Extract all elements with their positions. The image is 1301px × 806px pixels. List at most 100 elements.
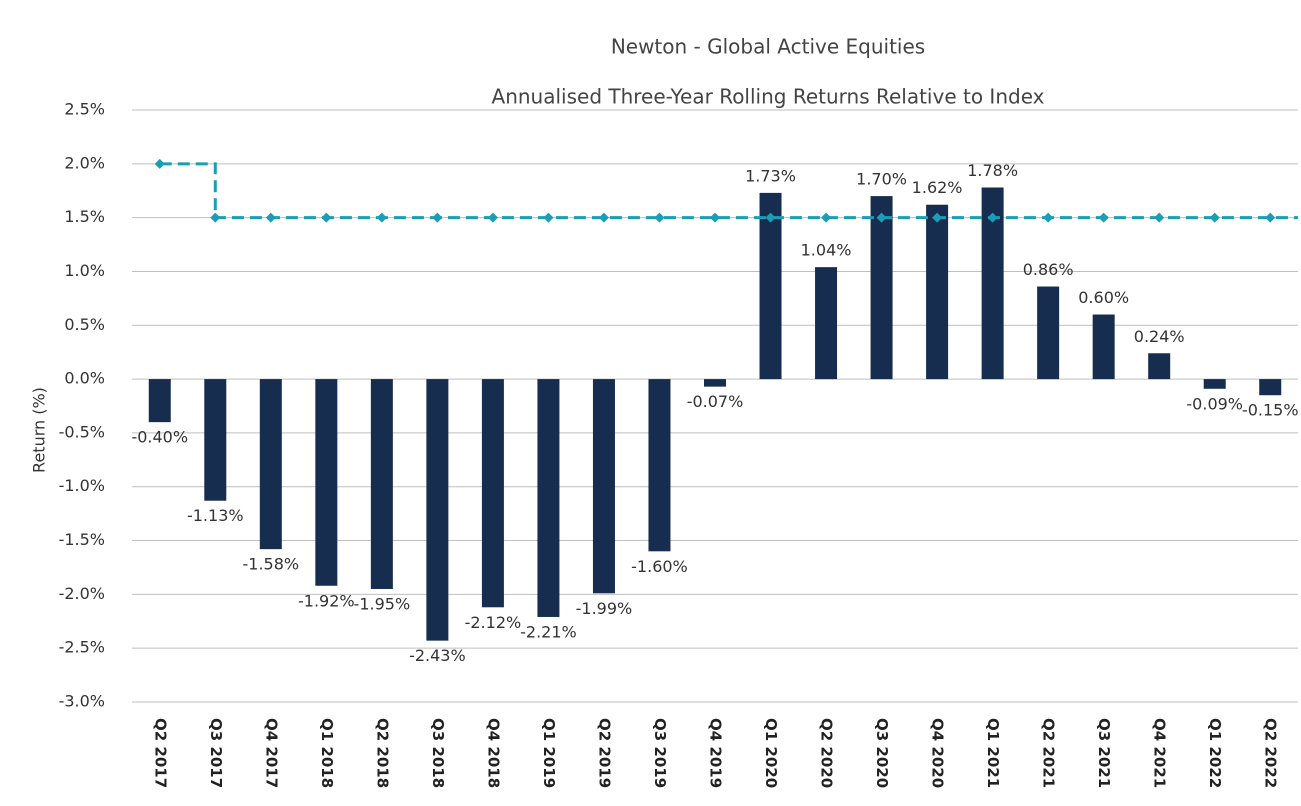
data-label: -0.15%: [1242, 401, 1299, 420]
x-tick-label: Q2 2018: [373, 718, 391, 788]
y-tick-label: 0.0%: [64, 369, 105, 388]
data-label: -1.99%: [576, 599, 633, 618]
bar: [870, 196, 893, 380]
y-tick-label: -2.5%: [59, 638, 105, 657]
bar: [426, 379, 449, 641]
line: [159, 162, 1298, 220]
data-label: -1.95%: [354, 594, 411, 613]
data-label: 0.24%: [1134, 327, 1185, 346]
line-marker: [654, 212, 665, 223]
x-tick-label: Q4 2018: [484, 718, 502, 788]
data-label: -0.40%: [131, 428, 188, 447]
data-label: -2.43%: [409, 646, 466, 665]
line-marker: [210, 212, 221, 223]
y-tick-label: 2.5%: [64, 100, 105, 119]
line-marker: [1154, 212, 1165, 223]
y-tick-label: -0.5%: [59, 422, 105, 441]
x-tick-label: Q2 2017: [151, 718, 169, 788]
x-tick-label: Q3 2020: [873, 718, 891, 788]
x-tick-label: Q4 2019: [707, 718, 725, 788]
line-marker: [432, 212, 443, 223]
x-tick-label: Q2 2020: [818, 718, 836, 788]
line-marker: [543, 212, 554, 223]
data-label: -2.12%: [465, 613, 522, 632]
data-label: 1.73%: [745, 166, 796, 185]
bar: [204, 379, 227, 501]
x-tick-label: Q2 2021: [1040, 718, 1058, 788]
data-label: -1.58%: [243, 555, 300, 574]
x-tick-label: Q3 2018: [429, 718, 447, 788]
x-tick-label: Q1 2018: [318, 718, 336, 788]
data-label: 1.04%: [801, 241, 852, 260]
line-marker: [1098, 212, 1109, 223]
x-tick-label: Q2 2019: [595, 718, 613, 788]
line-marker: [265, 212, 276, 223]
y-tick-label: -3.0%: [59, 692, 105, 711]
data-label: -1.13%: [187, 506, 244, 525]
data-label: -0.07%: [687, 392, 744, 411]
x-tick-label: Q1 2019: [540, 718, 558, 788]
bar: [148, 379, 171, 423]
x-tick-label: Q1 2021: [984, 718, 1002, 788]
data-label: -1.92%: [298, 591, 355, 610]
bar: [481, 379, 504, 608]
x-tick-label: Q1 2022: [1206, 718, 1224, 788]
bar: [1092, 314, 1115, 380]
y-tick-label: -1.5%: [59, 530, 105, 549]
y-tick-label: -1.0%: [59, 476, 105, 495]
data-label: 1.62%: [912, 178, 963, 197]
data-label: 1.78%: [967, 161, 1018, 180]
bar: [1203, 379, 1226, 389]
x-tick-label: Q3 2021: [1095, 718, 1113, 788]
line-marker: [487, 212, 498, 223]
y-tick-label: 1.0%: [64, 261, 105, 280]
y-tick-label: -2.0%: [59, 584, 105, 603]
data-label: -2.21%: [520, 622, 577, 641]
line-marker: [154, 158, 165, 169]
y-tick-label: 0.5%: [64, 315, 105, 334]
bar: [704, 379, 726, 387]
line-marker: [765, 212, 776, 223]
bar: [537, 379, 560, 617]
x-tick-label: Q4 2021: [1151, 718, 1169, 788]
line-marker: [376, 212, 387, 223]
line-marker: [321, 212, 332, 223]
bar: [981, 187, 1004, 380]
line-marker: [710, 212, 720, 223]
bar: [1037, 286, 1060, 380]
bar: [926, 204, 949, 380]
line-marker: [1265, 212, 1276, 223]
x-tick-label: Q4 2017: [262, 718, 280, 788]
data-label: -0.09%: [1186, 394, 1243, 413]
data-label: -1.60%: [631, 557, 688, 576]
bar: [315, 379, 338, 586]
x-tick-label: Q4 2020: [929, 718, 947, 788]
line-marker: [876, 212, 887, 223]
bar: [259, 379, 282, 550]
line-marker: [821, 212, 832, 223]
x-tick-label: Q3 2017: [207, 718, 225, 788]
bar: [370, 379, 393, 589]
line-marker: [987, 212, 998, 223]
x-tick-label: Q3 2019: [651, 718, 669, 788]
chart-subtitle: Annualised Three-Year Rolling Returns Re…: [492, 85, 1045, 109]
bar: [1259, 379, 1282, 396]
y-tick-label: 2.0%: [64, 153, 105, 172]
data-label: 0.60%: [1078, 288, 1129, 307]
y-tick-label: 1.5%: [64, 207, 105, 226]
data-label: 1.70%: [856, 170, 907, 189]
line-marker: [1043, 212, 1054, 223]
y-axis-title: Return (%): [30, 387, 49, 473]
chart-title: Newton - Global Active Equities: [611, 35, 925, 59]
bar: [648, 379, 671, 552]
line-marker: [598, 212, 609, 223]
bar: [759, 192, 782, 380]
line-marker: [1209, 212, 1220, 223]
x-tick-label: Q2 2022: [1262, 718, 1280, 788]
bar: [592, 379, 615, 594]
x-tick-label: Q1 2020: [762, 718, 780, 788]
bar: [815, 267, 838, 380]
data-label: 0.86%: [1023, 260, 1074, 279]
bar: [1148, 353, 1171, 380]
